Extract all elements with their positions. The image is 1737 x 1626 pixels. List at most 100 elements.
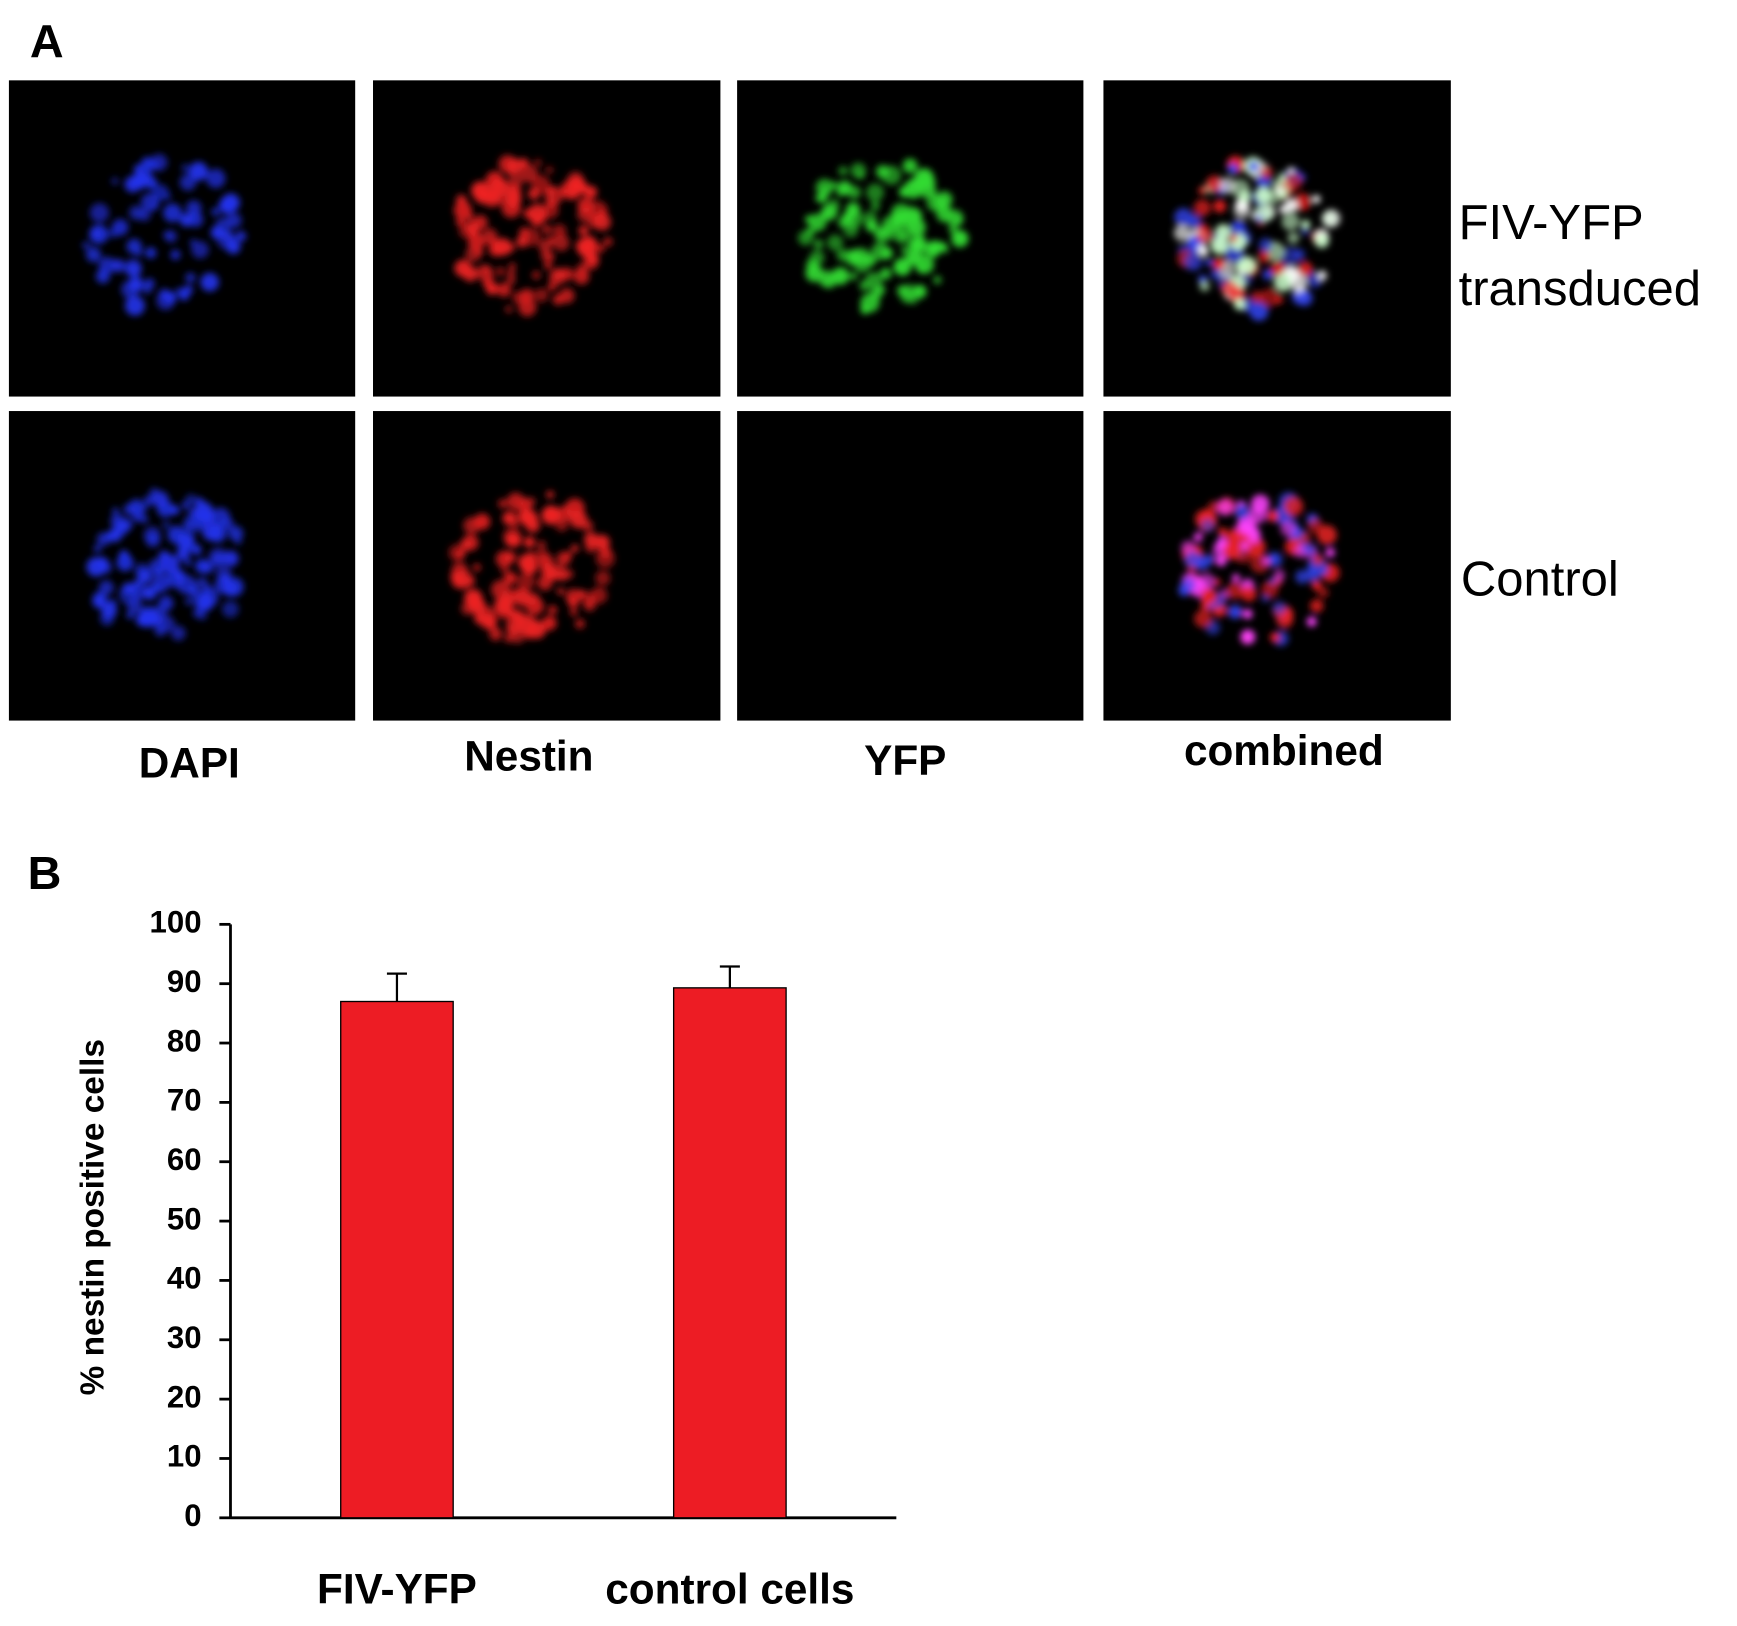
cell	[1174, 208, 1193, 227]
cell	[1257, 249, 1272, 263]
cell	[1215, 555, 1227, 567]
cell	[525, 517, 541, 534]
cell-cluster	[448, 490, 615, 644]
cell	[860, 293, 880, 313]
cell	[577, 238, 597, 258]
cell	[165, 569, 185, 588]
cell	[1238, 190, 1252, 203]
cell	[578, 225, 589, 236]
column-label: YFP	[864, 737, 946, 784]
cell	[1237, 269, 1245, 277]
cell	[595, 570, 611, 586]
cell-cluster	[86, 487, 244, 641]
cell	[525, 596, 544, 616]
cell	[1254, 186, 1272, 204]
cell	[152, 184, 169, 201]
cell	[541, 224, 552, 235]
cell	[576, 181, 589, 195]
cell	[151, 574, 170, 593]
cell	[1298, 532, 1312, 545]
cell	[815, 178, 834, 197]
cell	[552, 294, 564, 306]
cell	[552, 234, 570, 252]
y-tick-label: 0	[184, 1498, 201, 1533]
y-tick-label: 30	[167, 1320, 202, 1355]
cell	[121, 280, 140, 299]
cell	[857, 171, 865, 180]
cell	[1248, 506, 1267, 524]
cell	[160, 554, 180, 574]
row-label: Control	[1461, 552, 1619, 606]
cell	[163, 203, 182, 223]
cell	[92, 594, 106, 609]
cell	[507, 269, 516, 278]
cell	[142, 284, 152, 295]
cell	[537, 540, 546, 550]
y-axis-label: % nestin positive cells	[74, 1039, 111, 1395]
micrograph	[737, 411, 1084, 721]
cell	[1212, 257, 1226, 271]
cell	[163, 230, 172, 240]
cell	[505, 305, 513, 313]
cell	[1321, 567, 1329, 575]
cell	[603, 237, 613, 247]
cell	[902, 158, 918, 174]
cell	[170, 249, 181, 260]
cell	[137, 166, 153, 182]
cell	[126, 238, 142, 255]
micrograph	[8, 411, 356, 721]
cell	[593, 213, 612, 231]
cell	[135, 614, 148, 626]
cell	[211, 207, 220, 217]
cell	[818, 270, 836, 288]
cell	[1306, 616, 1317, 627]
cell	[112, 507, 119, 515]
cell	[577, 197, 594, 214]
cell-cluster	[1178, 492, 1340, 647]
cell	[1213, 578, 1221, 586]
cell	[98, 580, 114, 596]
cell	[142, 585, 157, 600]
cell	[450, 571, 461, 582]
cell	[829, 181, 838, 190]
cell	[1314, 233, 1330, 249]
cell	[836, 188, 845, 197]
cell	[547, 282, 556, 291]
cell	[1233, 202, 1251, 220]
cell	[85, 247, 102, 263]
cell	[557, 587, 565, 595]
cell	[185, 200, 202, 217]
cell	[108, 228, 118, 239]
cell	[145, 247, 157, 259]
cell	[500, 565, 509, 574]
cell	[131, 510, 144, 523]
cell	[124, 176, 141, 193]
cell	[1281, 212, 1300, 231]
cell	[1240, 541, 1249, 551]
cell	[511, 609, 524, 622]
cell	[456, 550, 465, 559]
cell	[129, 205, 144, 220]
cell	[466, 595, 476, 604]
cell	[552, 267, 565, 281]
cell	[563, 569, 574, 579]
cell	[596, 244, 605, 253]
cell	[170, 625, 186, 641]
cell	[926, 195, 943, 212]
cell	[226, 212, 242, 229]
cell	[901, 216, 913, 228]
cell	[546, 490, 555, 499]
cell	[1322, 209, 1341, 228]
cell	[1193, 532, 1203, 542]
y-tick-label: 90	[167, 964, 202, 999]
cell	[523, 208, 535, 220]
cell	[210, 507, 231, 527]
cell	[489, 627, 503, 641]
cell	[865, 219, 878, 233]
cell	[1317, 586, 1329, 599]
cell	[479, 189, 487, 198]
column-label: Nestin	[464, 733, 593, 780]
cell	[506, 275, 516, 286]
cell	[481, 228, 498, 245]
cell	[552, 224, 567, 238]
